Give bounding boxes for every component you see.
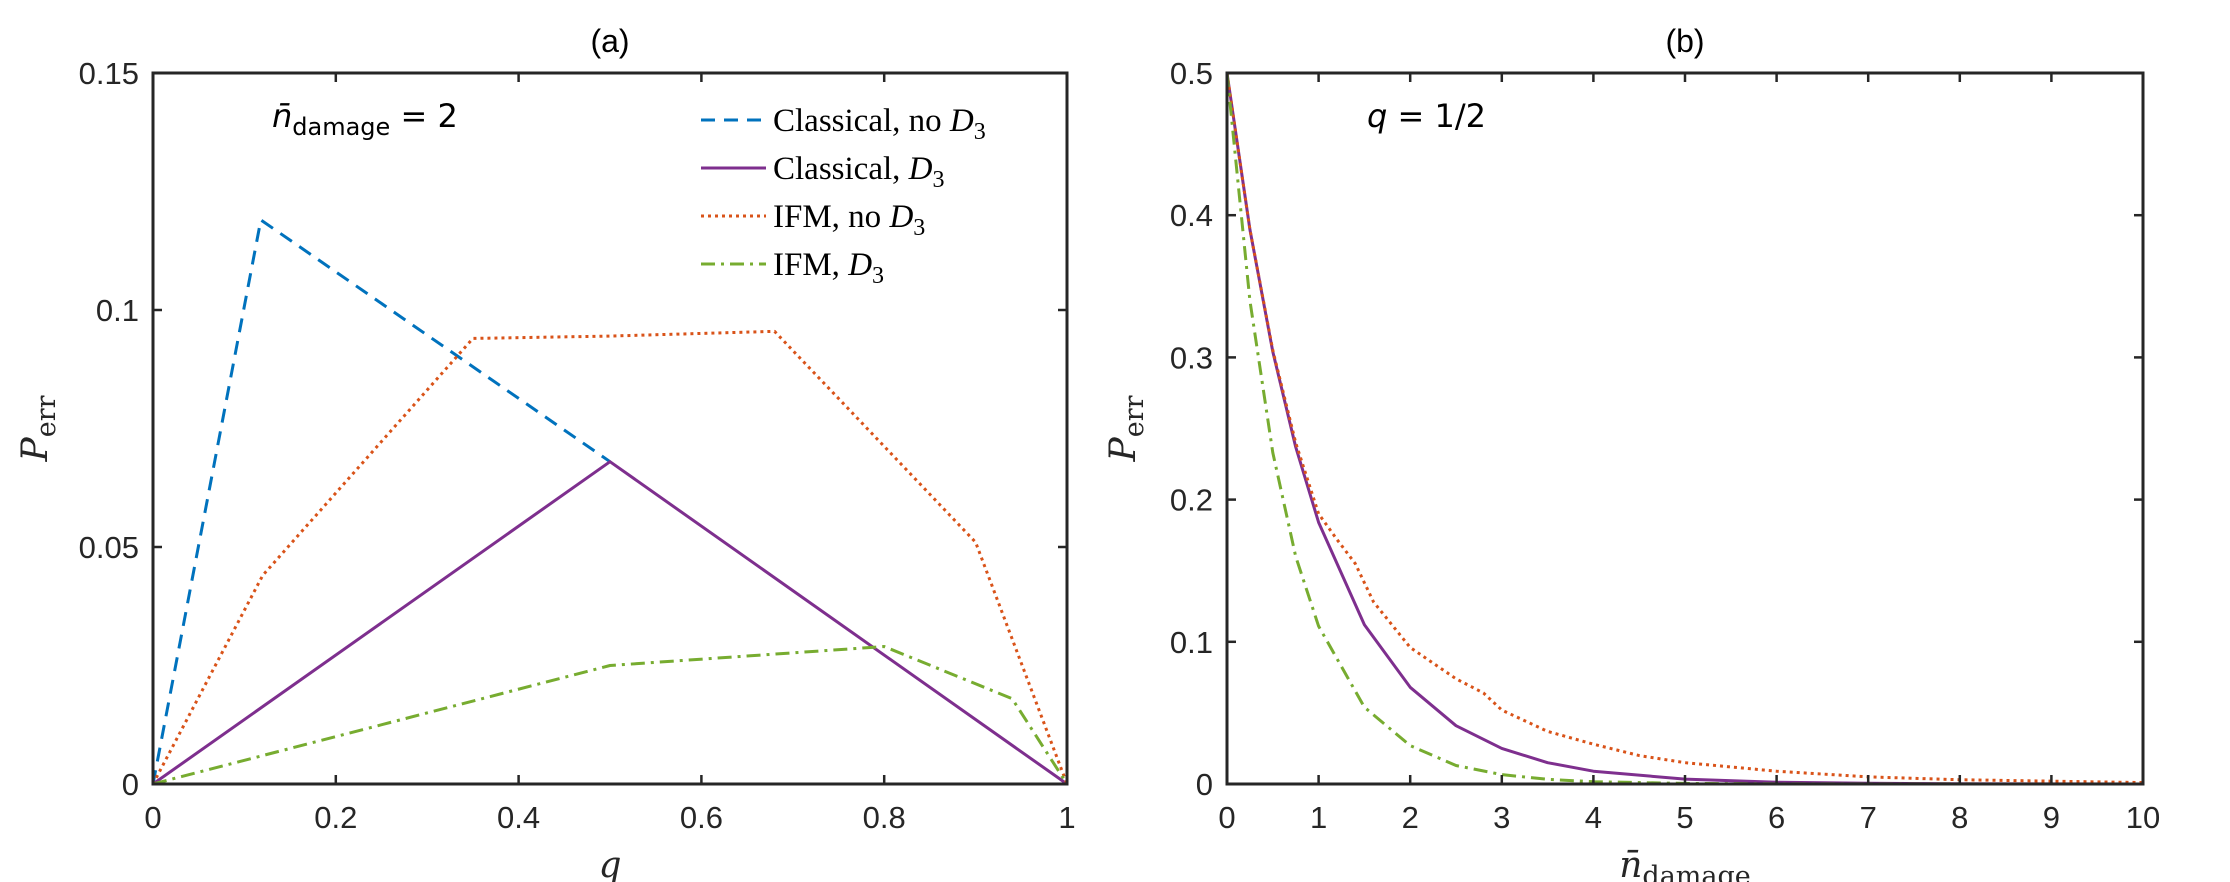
panel-a-legend: Classical, no D3 Classical, D3 IFM, no D3 I…: [701, 103, 986, 289]
panel-a-legend-label: Classical, D3: [773, 151, 945, 193]
panel-b-series-ifm-no-d3: [1227, 73, 2143, 784]
panel-b-xtick-label: 10: [2126, 800, 2160, 835]
panel-a-axes-box: [151, 71, 1069, 786]
panel-a-series-group: [153, 218, 1067, 784]
panel-b-xtick-label: 0: [1218, 800, 1235, 835]
panel-b-chart: 0 1 2 3 4 5 6 7 8 9 10 0 0.1 0.2 0.3 0.4 0.5 (b) n̄damage P…: [1103, 23, 2160, 882]
panel-a-ylabel: Perr: [15, 395, 62, 462]
panel-b-ytick-label: 0: [1196, 767, 1213, 802]
panel-b-title: (b): [1665, 23, 1704, 59]
panel-b-xtick-label: 2: [1402, 800, 1419, 835]
panel-a-title: (a): [590, 23, 629, 59]
panel-a-ytick-label: 0: [122, 767, 139, 802]
panel-a-series-classical-no-d3: [153, 218, 611, 784]
panel-b-ytick-label: 0.3: [1170, 340, 1213, 375]
panel-a-xlabel: q: [598, 845, 621, 882]
panel-a-xtick-label: 0.2: [314, 800, 357, 835]
panel-b-ytick-label: 0.4: [1170, 198, 1213, 233]
panel-b-ytick-label: 0.1: [1170, 625, 1213, 660]
panel-b-xtick-label: 4: [1585, 800, 1602, 835]
panel-a-series-classical-d3: [153, 460, 1067, 784]
panel-a-xtick-label: 0: [144, 800, 161, 835]
panel-b-xtick-label: 1: [1310, 800, 1327, 835]
panel-a-series-ifm-d3: [153, 645, 1067, 784]
panel-b-ytick-label: 0.2: [1170, 483, 1213, 518]
panel-a-chart: 0 0.2 0.4 0.6 0.8 1 0 0.05 0.1 0.15 (a) q Perr n̄dama…: [15, 23, 1076, 882]
panel-a-ytick-label: 0.05: [79, 530, 139, 565]
panel-b-xtick-label: 8: [1951, 800, 1968, 835]
panel-b-ylabel: Perr: [1103, 395, 1150, 462]
panel-a-legend-label: IFM, no D3: [773, 199, 925, 241]
panel-a-xtick-label: 0.4: [497, 800, 540, 835]
panel-a-annotation: n̄damage = 2: [272, 97, 458, 141]
panel-b-xlabel: n̄damage: [1619, 845, 1751, 882]
panel-b-xtick-label: 6: [1768, 800, 1785, 835]
panel-b-xtick-label: 3: [1493, 800, 1510, 835]
panel-b-xtick-label: 9: [2043, 800, 2060, 835]
panel-a-xtick-label: 0.6: [680, 800, 723, 835]
panel-b-xtick-label: 5: [1676, 800, 1693, 835]
panel-a-xtick-label: 0.8: [863, 800, 906, 835]
panel-b-ytick-label: 0.5: [1170, 56, 1213, 91]
panel-a-ytick-label: 0.1: [96, 293, 139, 328]
panel-b-xtick-label: 7: [1860, 800, 1877, 835]
panel-b-annotation: q = 1/2: [1367, 97, 1486, 135]
panel-a-legend-label: Classical, no D3: [773, 103, 986, 145]
panel-a-legend-label: IFM, D3: [773, 247, 884, 289]
panel-a-ytick-label: 0.15: [79, 56, 139, 91]
panel-a-xtick-label: 1: [1058, 800, 1075, 835]
